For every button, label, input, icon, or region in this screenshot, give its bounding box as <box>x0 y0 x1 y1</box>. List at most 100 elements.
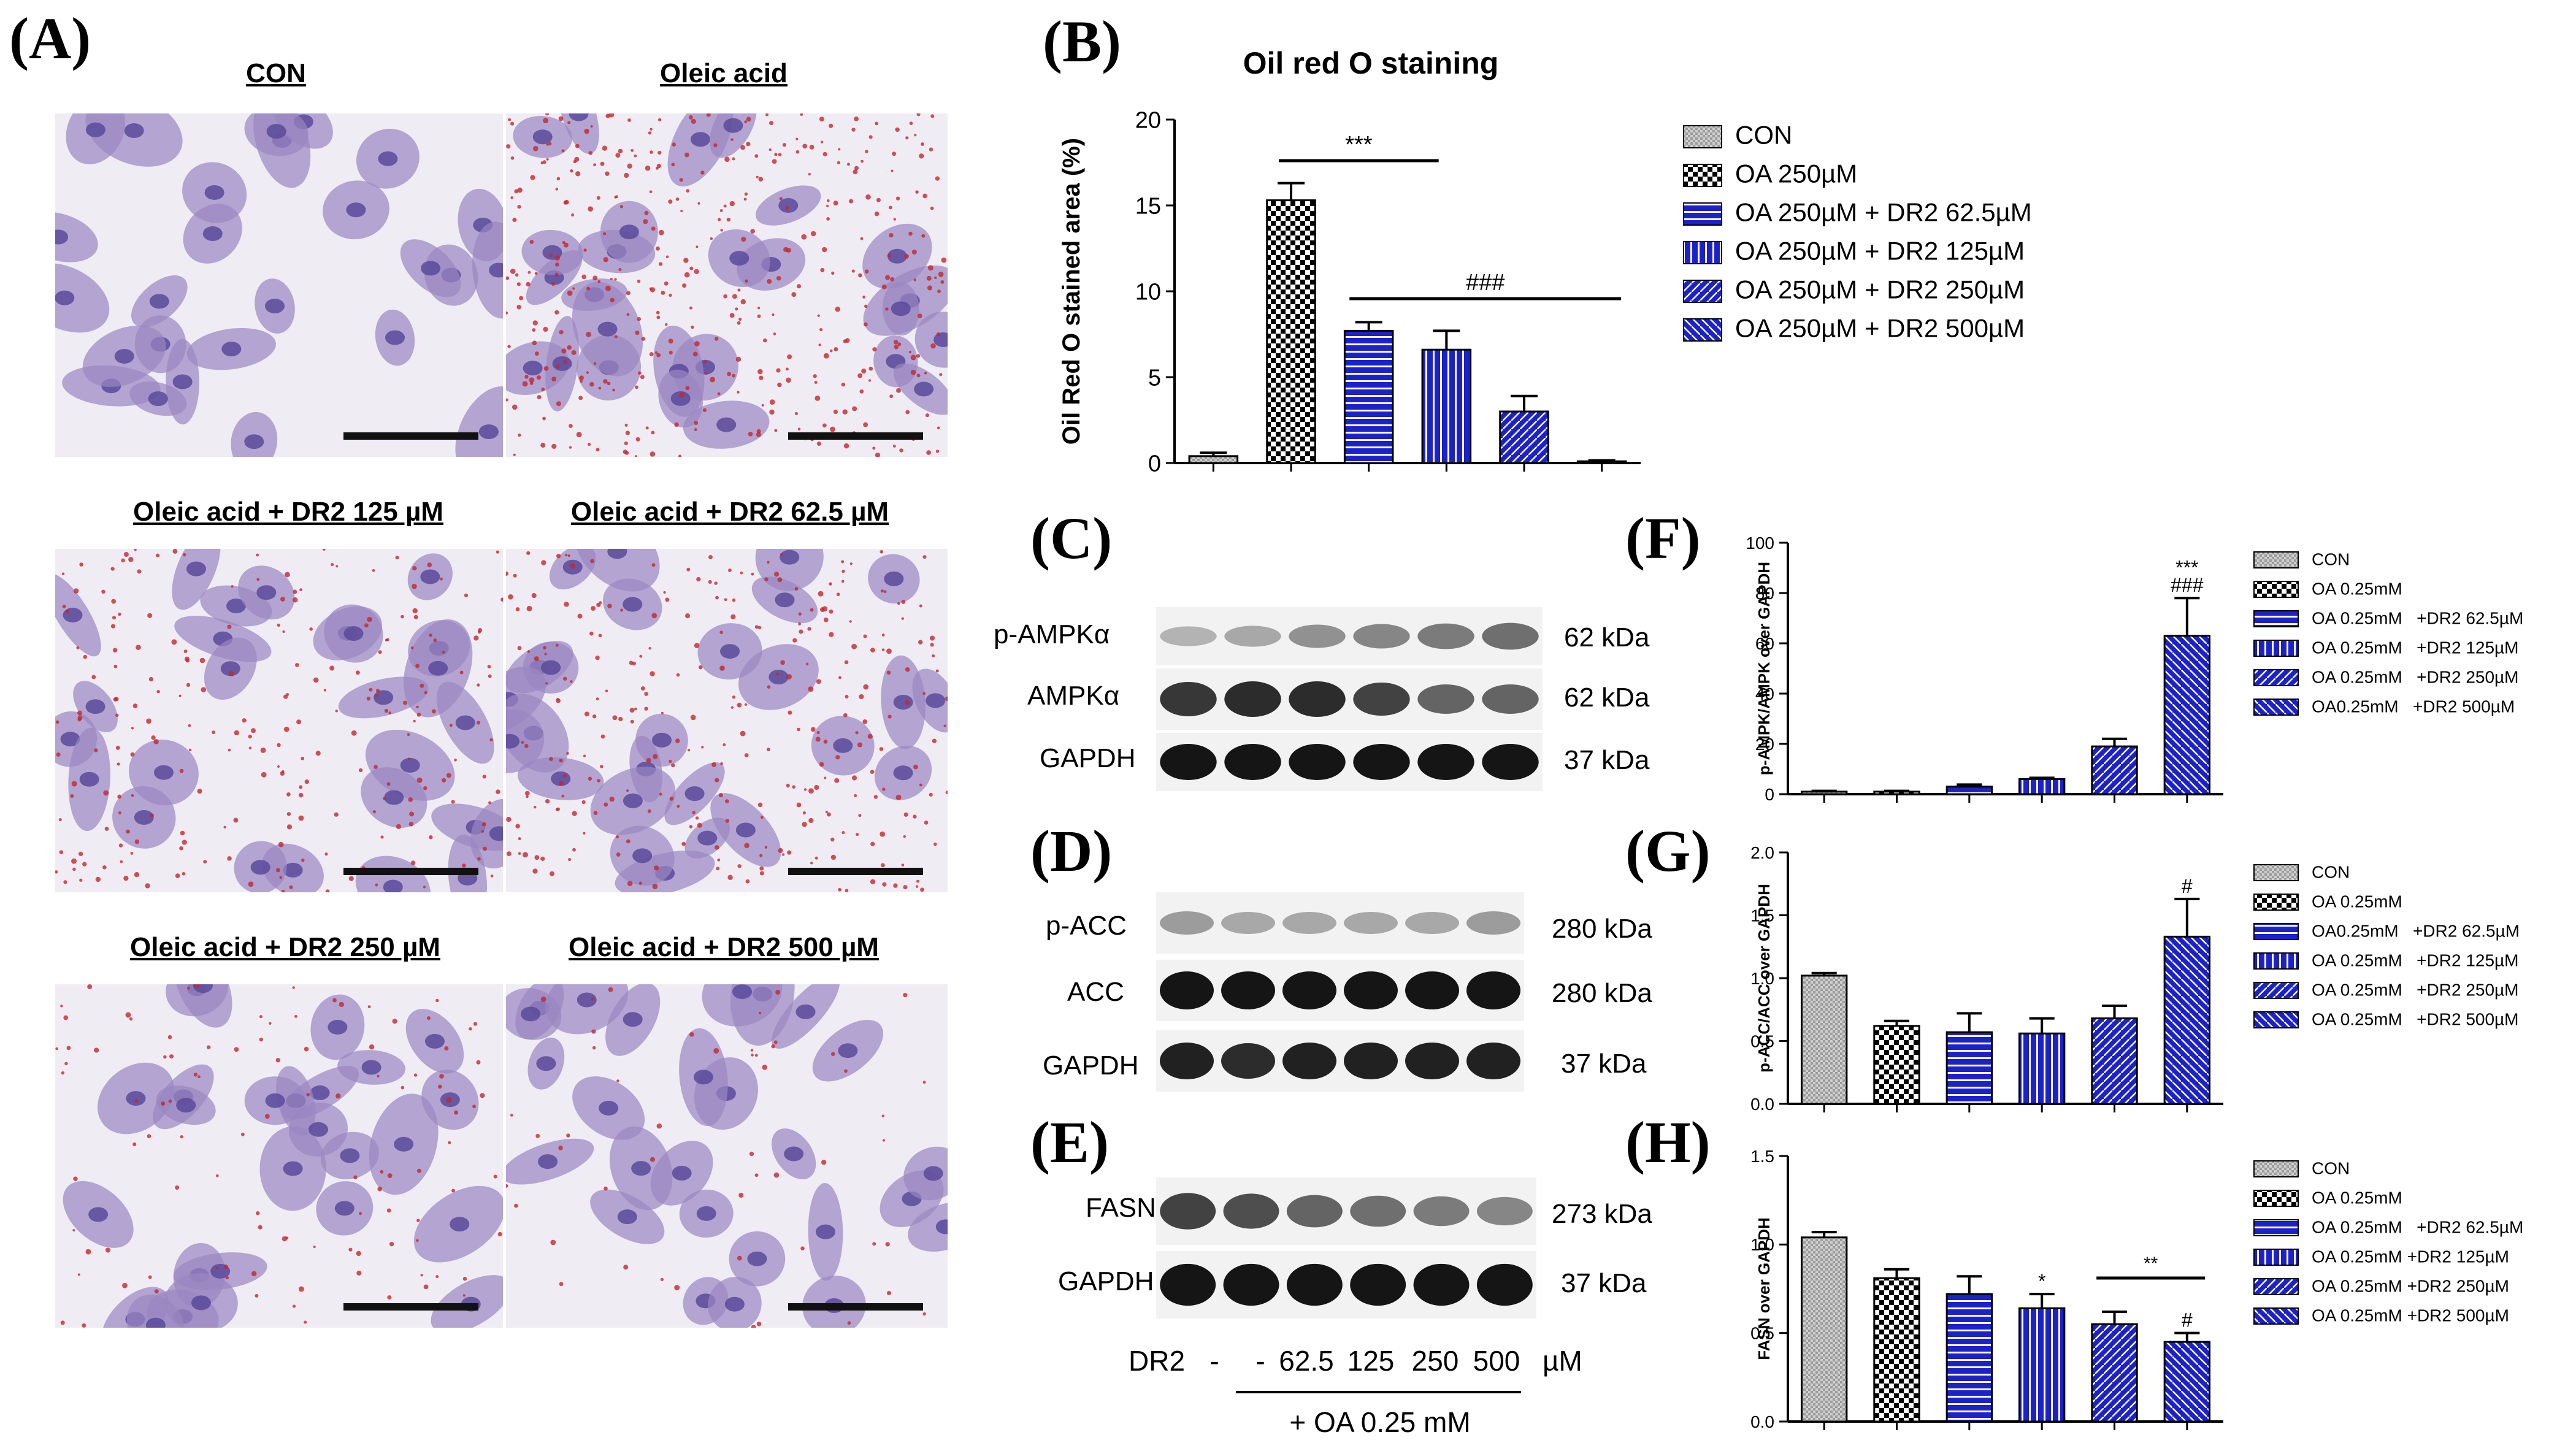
lipid-droplet <box>829 632 834 637</box>
cell-nucleus <box>670 391 691 406</box>
lipid-droplet <box>356 1250 361 1257</box>
lipid-droplet <box>510 269 516 274</box>
lipid-droplet <box>261 771 267 778</box>
cell-nucleus <box>186 561 206 576</box>
lipid-droplet <box>551 443 557 450</box>
lipid-droplet <box>605 689 608 692</box>
lipid-droplet <box>533 805 537 809</box>
lipid-droplet <box>823 353 829 359</box>
lipid-droplet <box>740 571 743 575</box>
lipid-droplet <box>429 633 432 637</box>
lipid-droplet <box>542 160 546 164</box>
lipid-droplet <box>688 115 693 120</box>
lipid-droplet <box>778 153 782 156</box>
cell-nucleus <box>124 123 144 139</box>
lipid-droplet <box>304 779 309 784</box>
lipid-droplet <box>532 328 536 332</box>
chart-g-y-tick-label: 1.5 <box>1750 906 1774 925</box>
lipid-droplet <box>199 657 205 664</box>
lipid-droplet <box>794 411 798 415</box>
lipid-droplet <box>315 751 321 756</box>
lipid-droplet <box>555 808 559 811</box>
lipid-droplet <box>934 276 937 280</box>
cell-nucleus <box>631 1161 651 1176</box>
lipid-droplet <box>444 1046 449 1051</box>
lipid-droplet <box>118 612 121 616</box>
lipid-droplet <box>294 1014 297 1018</box>
lipid-droplet <box>726 217 731 222</box>
chart-g-y-tick-label: 1.0 <box>1750 969 1774 988</box>
lipid-droplet <box>543 326 548 332</box>
blot-c-band <box>1224 744 1281 780</box>
lipid-droplet <box>919 783 922 787</box>
lipid-droplet <box>396 824 401 829</box>
lipid-droplet <box>657 150 662 155</box>
cell-nucleus <box>226 599 247 614</box>
cell-nucleus <box>619 224 639 240</box>
lipid-droplet <box>286 812 291 816</box>
blot-c-band <box>1353 683 1410 716</box>
lipid-droplet <box>713 1048 719 1054</box>
lipid-droplet <box>526 551 531 556</box>
lipid-droplet <box>792 638 797 643</box>
lipid-droplet <box>163 1055 167 1059</box>
chart-b-y-tick-label: 5 <box>1148 365 1161 391</box>
lipid-droplet <box>773 332 776 335</box>
lipid-droplet <box>861 159 864 163</box>
lipid-droplet <box>751 1325 756 1328</box>
lipid-droplet <box>76 646 80 649</box>
lipid-droplet <box>433 638 437 642</box>
lipid-droplet <box>853 169 858 175</box>
lipid-droplet <box>175 1185 180 1190</box>
dr2-dose-5: 250 <box>1412 1345 1459 1377</box>
lipid-droplet <box>756 175 759 178</box>
lipid-droplet <box>568 858 572 862</box>
lipid-droplet <box>556 698 559 701</box>
lipid-droplet <box>715 595 719 600</box>
cell-nucleus <box>607 549 627 559</box>
lipid-droplet <box>510 156 515 160</box>
lipid-droplet <box>692 351 698 357</box>
lipid-droplet <box>72 1229 75 1232</box>
lipid-droplet <box>570 563 576 569</box>
cell-nucleus <box>79 771 99 787</box>
blot-d-band <box>1405 912 1459 934</box>
lipid-droplet <box>703 361 707 364</box>
lipid-droplet <box>940 280 945 284</box>
lipid-droplet <box>805 662 809 666</box>
lipid-droplet <box>737 391 740 394</box>
lipid-droplet <box>908 351 911 354</box>
lipid-droplet <box>886 648 892 654</box>
lipid-droplet <box>868 366 873 371</box>
lipid-droplet <box>865 194 871 200</box>
lipid-droplet <box>561 348 567 354</box>
lipid-droplet <box>851 128 856 132</box>
lipid-droplet <box>660 1277 664 1282</box>
lipid-droplet <box>615 153 621 158</box>
lipid-droplet <box>570 169 573 173</box>
lipid-droplet <box>600 765 604 768</box>
lipid-droplet <box>815 395 821 401</box>
lipid-droplet <box>619 205 623 209</box>
lipid-droplet <box>423 886 426 889</box>
lipid-droplet <box>723 294 727 299</box>
lipid-droplet <box>637 371 642 375</box>
cell-nucleus <box>884 571 904 586</box>
lipid-droplet <box>830 854 837 860</box>
lipid-droplet <box>824 776 827 779</box>
lipid-droplet <box>765 113 769 117</box>
lipid-droplet <box>634 707 637 711</box>
lipid-droplet <box>259 1015 263 1019</box>
lipid-droplet <box>829 609 834 614</box>
lipid-droplet <box>694 269 699 275</box>
lipid-droplet <box>591 997 595 1001</box>
lipid-droplet <box>849 562 853 565</box>
lipid-droplet <box>885 1242 890 1247</box>
cell-nucleus <box>775 592 795 608</box>
lipid-droplet <box>203 860 207 864</box>
lipid-droplet <box>730 706 734 709</box>
lipid-droplet <box>562 676 567 681</box>
lipid-droplet <box>761 816 764 819</box>
lipid-droplet <box>551 377 557 381</box>
lipid-droplet <box>841 580 845 583</box>
